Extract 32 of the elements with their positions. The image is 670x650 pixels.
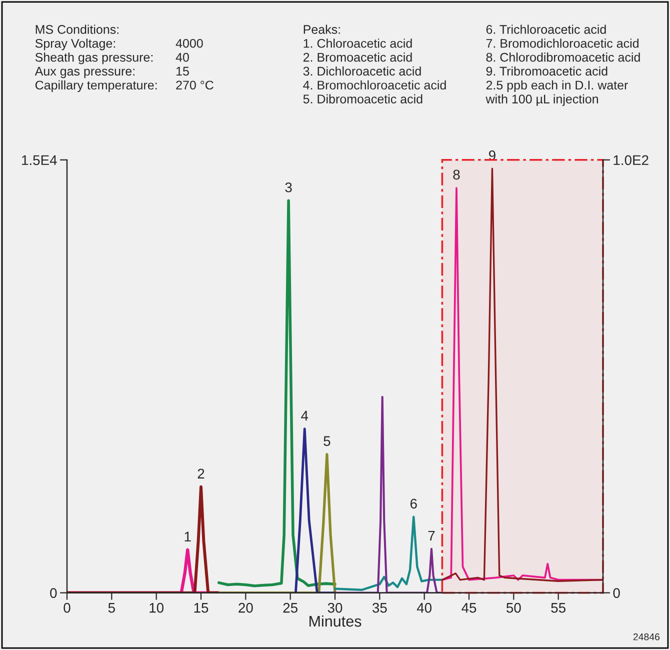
annotation: 3 (285, 182, 292, 192)
x-tick-label: 15 (194, 603, 208, 613)
text: MS Conditions: Spray Voltage: Sheath gas pressure: Aux gas pressure: Capillary temperature: (34, 24, 157, 92)
x-tick-label: 55 (551, 603, 566, 613)
annotation: 7 (428, 530, 435, 540)
annotation: 6 (410, 498, 417, 509)
x-tick-label: 25 (283, 602, 298, 613)
text: 24846 (633, 633, 660, 640)
x-tick-label: 20 (238, 602, 253, 613)
x-tick-label: 30 (328, 602, 342, 613)
annotation: 8 (453, 170, 460, 180)
y2-tick-label: 0 (613, 588, 620, 598)
text: 6. Trichloroacetic acid 7. Bromodichloroacetic acid 8. Chlorodibromoacetic acid 9. Tribromoacetic acid 2.5 ppb each in D.I. water with 100 µL injection (486, 24, 640, 106)
annotation: 1 (184, 532, 191, 542)
x-tick-label: 50 (506, 602, 521, 613)
line-series (218, 452, 336, 593)
x-tick-label: 5 (108, 603, 115, 613)
x-tick-label: 40 (416, 602, 432, 613)
y-tick-label: 1.5E4 (22, 155, 57, 166)
x-axis-title: Minutes (310, 615, 362, 627)
text: 4000 40 15 270 °C (176, 38, 214, 90)
x-tick-label: 10 (150, 602, 164, 613)
x-tick-label: 45 (462, 603, 476, 613)
y2-tick-label: 1.0E2 (614, 155, 648, 166)
annotation: 5 (324, 436, 330, 446)
line-series (217, 199, 336, 588)
text: Peaks: 1. Chloroacetic acid 2. Bromoacetic acid 3. Dichloroacetic acid 4. Bromochloroacetic acid 5. Dibromoacetic acid (303, 24, 446, 104)
line-series (334, 516, 444, 592)
x-tick-label: 35 (372, 602, 387, 613)
annotation: 2 (198, 468, 204, 478)
annotation: 4 (301, 410, 308, 420)
x-tick-label: 0 (64, 602, 70, 613)
